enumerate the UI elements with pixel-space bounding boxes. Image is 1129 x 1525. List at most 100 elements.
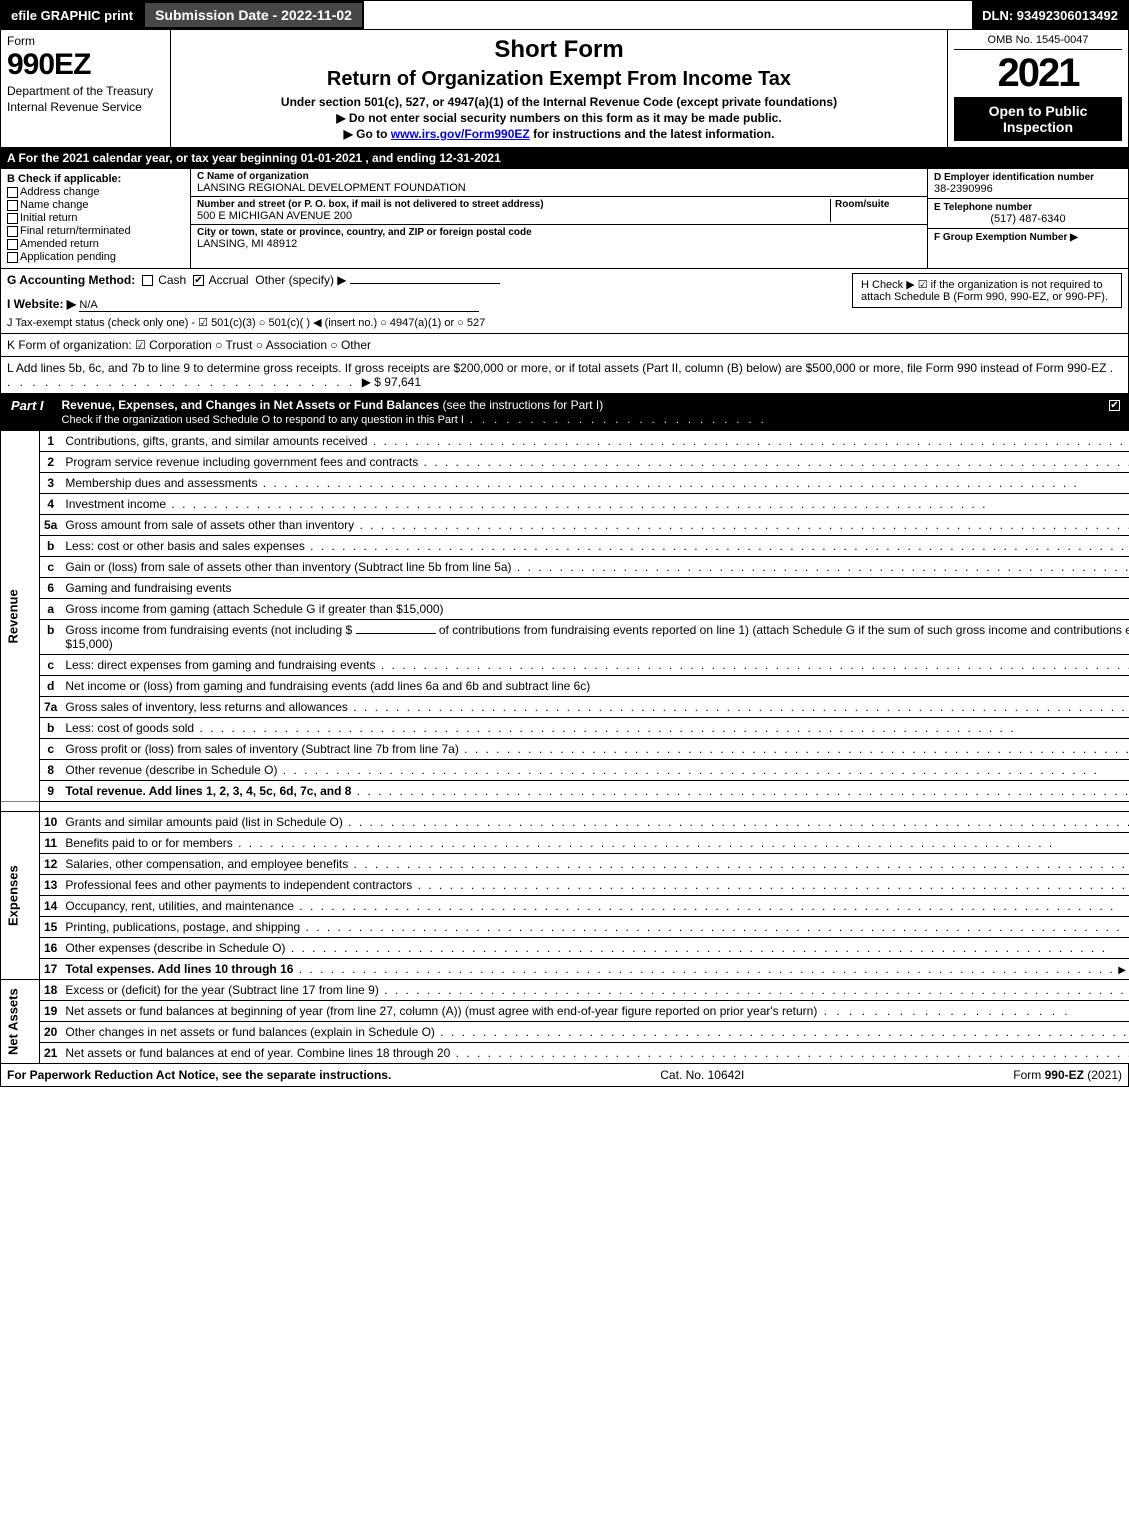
submission-date: Submission Date - 2022-11-02 (143, 1, 364, 29)
check-amended-return[interactable]: Amended return (7, 238, 184, 250)
row-k: K Form of organization: ☑ Corporation ○ … (0, 334, 1129, 357)
l5c-desc: Gain or (loss) from sale of assets other… (65, 560, 511, 574)
netassets-side-label: Net Assets (1, 980, 40, 1064)
l6c-desc: Less: direct expenses from gaming and fu… (65, 658, 375, 672)
sub3-pre: ▶ Go to (344, 127, 391, 141)
footer-catno: Cat. No. 10642I (660, 1068, 744, 1082)
l15-desc: Printing, publications, postage, and shi… (65, 920, 300, 934)
form-header: Form 990EZ Department of the Treasury In… (0, 30, 1129, 148)
l15-num: 15 (40, 917, 62, 938)
tax-year: 2021 (954, 53, 1122, 93)
box-b-head: B Check if applicable: (7, 173, 184, 185)
l17-desc: Total expenses. Add lines 10 through 16 (65, 962, 293, 976)
dept-treasury: Department of the Treasury (7, 84, 164, 98)
check-final-return[interactable]: Final return/terminated (7, 225, 184, 237)
l6b-num: b (40, 620, 62, 655)
l13-desc: Professional fees and other payments to … (65, 878, 412, 892)
c-addr-label: Number and street (or P. O. box, if mail… (197, 199, 826, 210)
efile-label: efile GRAPHIC print (1, 1, 143, 29)
row-i: I Website: ▶ N/A (7, 297, 827, 312)
subtitle-3: ▶ Go to www.irs.gov/Form990EZ for instru… (179, 127, 939, 141)
i-website: N/A (79, 299, 479, 312)
l6c-num: c (40, 655, 62, 676)
l7a-num: 7a (40, 697, 62, 718)
row-j: J Tax-exempt status (check only one) - ☑… (7, 316, 827, 329)
box-b: B Check if applicable: Address change Na… (1, 169, 191, 268)
omb-number: OMB No. 1545-0047 (954, 34, 1122, 50)
l18-desc: Excess or (deficit) for the year (Subtra… (65, 983, 378, 997)
g-cash: Cash (158, 273, 186, 287)
l5a-desc: Gross amount from sale of assets other t… (65, 518, 354, 532)
l6-desc: Gaming and fundraising events (61, 578, 1129, 599)
row-h-box: H Check ▶ ☑ if the organization is not r… (852, 273, 1122, 308)
part1-check[interactable] (1103, 394, 1128, 430)
l4-desc: Investment income (65, 497, 166, 511)
check-application-pending[interactable]: Application pending (7, 251, 184, 263)
d-ein-label: D Employer identification number (934, 172, 1122, 183)
org-street: 500 E MICHIGAN AVENUE 200 (197, 210, 826, 222)
e-phone-value: (517) 487-6340 (934, 213, 1122, 225)
l10-desc: Grants and similar amounts paid (list in… (65, 815, 342, 829)
l2-desc: Program service revenue including govern… (65, 455, 418, 469)
l16-num: 16 (40, 938, 62, 959)
l17-num: 17 (40, 959, 62, 980)
part1-title: Revenue, Expenses, and Changes in Net As… (54, 394, 1103, 430)
irs-link[interactable]: www.irs.gov/Form990EZ (391, 127, 530, 141)
l7c-desc: Gross profit or (loss) from sales of inv… (65, 742, 458, 756)
l10-num: 10 (40, 812, 62, 833)
check-name-change[interactable]: Name change (7, 199, 184, 211)
footer-left: For Paperwork Reduction Act Notice, see … (7, 1068, 391, 1082)
l21-desc: Net assets or fund balances at end of ye… (65, 1046, 450, 1060)
l16-desc: Other expenses (describe in Schedule O) (65, 941, 285, 955)
l12-num: 12 (40, 854, 62, 875)
l8-desc: Other revenue (describe in Schedule O) (65, 763, 277, 777)
l6d-desc: Net income or (loss) from gaming and fun… (65, 679, 590, 693)
footer-right: Form 990-EZ (2021) (1013, 1068, 1122, 1082)
header-center: Short Form Return of Organization Exempt… (171, 30, 948, 147)
check-initial-return[interactable]: Initial return (7, 212, 184, 224)
l5b-desc: Less: cost or other basis and sales expe… (65, 539, 304, 553)
l7c-num: c (40, 739, 62, 760)
i-label: I Website: ▶ (7, 297, 76, 311)
g-other: Other (specify) ▶ (255, 273, 346, 287)
l9-desc: Total revenue. Add lines 1, 2, 3, 4, 5c,… (65, 784, 351, 798)
f-group-label: F Group Exemption Number ▶ (934, 232, 1122, 243)
l12-desc: Salaries, other compensation, and employ… (65, 857, 348, 871)
l7a-desc: Gross sales of inventory, less returns a… (65, 700, 348, 714)
l-amt: 97,641 (384, 375, 421, 389)
check-address-change[interactable]: Address change (7, 186, 184, 198)
row-g-h: G Accounting Method: Cash Accrual Other … (0, 269, 1129, 334)
l7b-desc: Less: cost of goods sold (65, 721, 194, 735)
l20-desc: Other changes in net assets or fund bala… (65, 1025, 435, 1039)
l9-num: 9 (40, 781, 62, 802)
l11-num: 11 (40, 833, 62, 854)
short-form-label: Short Form (179, 36, 939, 64)
l1-num: 1 (40, 431, 62, 452)
l19-num: 19 (40, 1001, 62, 1022)
l8-num: 8 (40, 760, 62, 781)
subtitle-1: Under section 501(c), 527, or 4947(a)(1)… (179, 95, 939, 109)
open-to-public: Open to Public Inspection (954, 97, 1122, 141)
c-name-label: C Name of organization (197, 171, 921, 182)
l14-num: 14 (40, 896, 62, 917)
l4-num: 4 (40, 494, 62, 515)
d-ein-value: 38-2390996 (934, 183, 1122, 195)
l21-num: 21 (40, 1043, 62, 1064)
g-accrual: Accrual (209, 273, 249, 287)
box-def: D Employer identification number 38-2390… (928, 169, 1128, 268)
l5a-num: 5a (40, 515, 62, 536)
l-text: L Add lines 5b, 6c, and 7b to line 9 to … (7, 361, 1106, 375)
l5c-num: c (40, 557, 62, 578)
form-title: Return of Organization Exempt From Incom… (179, 68, 939, 91)
box-c: C Name of organization LANSING REGIONAL … (191, 169, 928, 268)
l11-desc: Benefits paid to or for members (65, 836, 232, 850)
l6a-desc: Gross income from gaming (attach Schedul… (65, 602, 443, 616)
page-footer: For Paperwork Reduction Act Notice, see … (0, 1064, 1129, 1087)
l6d-num: d (40, 676, 62, 697)
org-name: LANSING REGIONAL DEVELOPMENT FOUNDATION (197, 182, 921, 194)
form-word: Form (7, 34, 164, 48)
c-city-label: City or town, state or province, country… (197, 227, 921, 238)
header-right: OMB No. 1545-0047 2021 Open to Public In… (948, 30, 1128, 147)
row-l: L Add lines 5b, 6c, and 7b to line 9 to … (0, 357, 1129, 394)
expenses-side-label: Expenses (1, 812, 40, 980)
